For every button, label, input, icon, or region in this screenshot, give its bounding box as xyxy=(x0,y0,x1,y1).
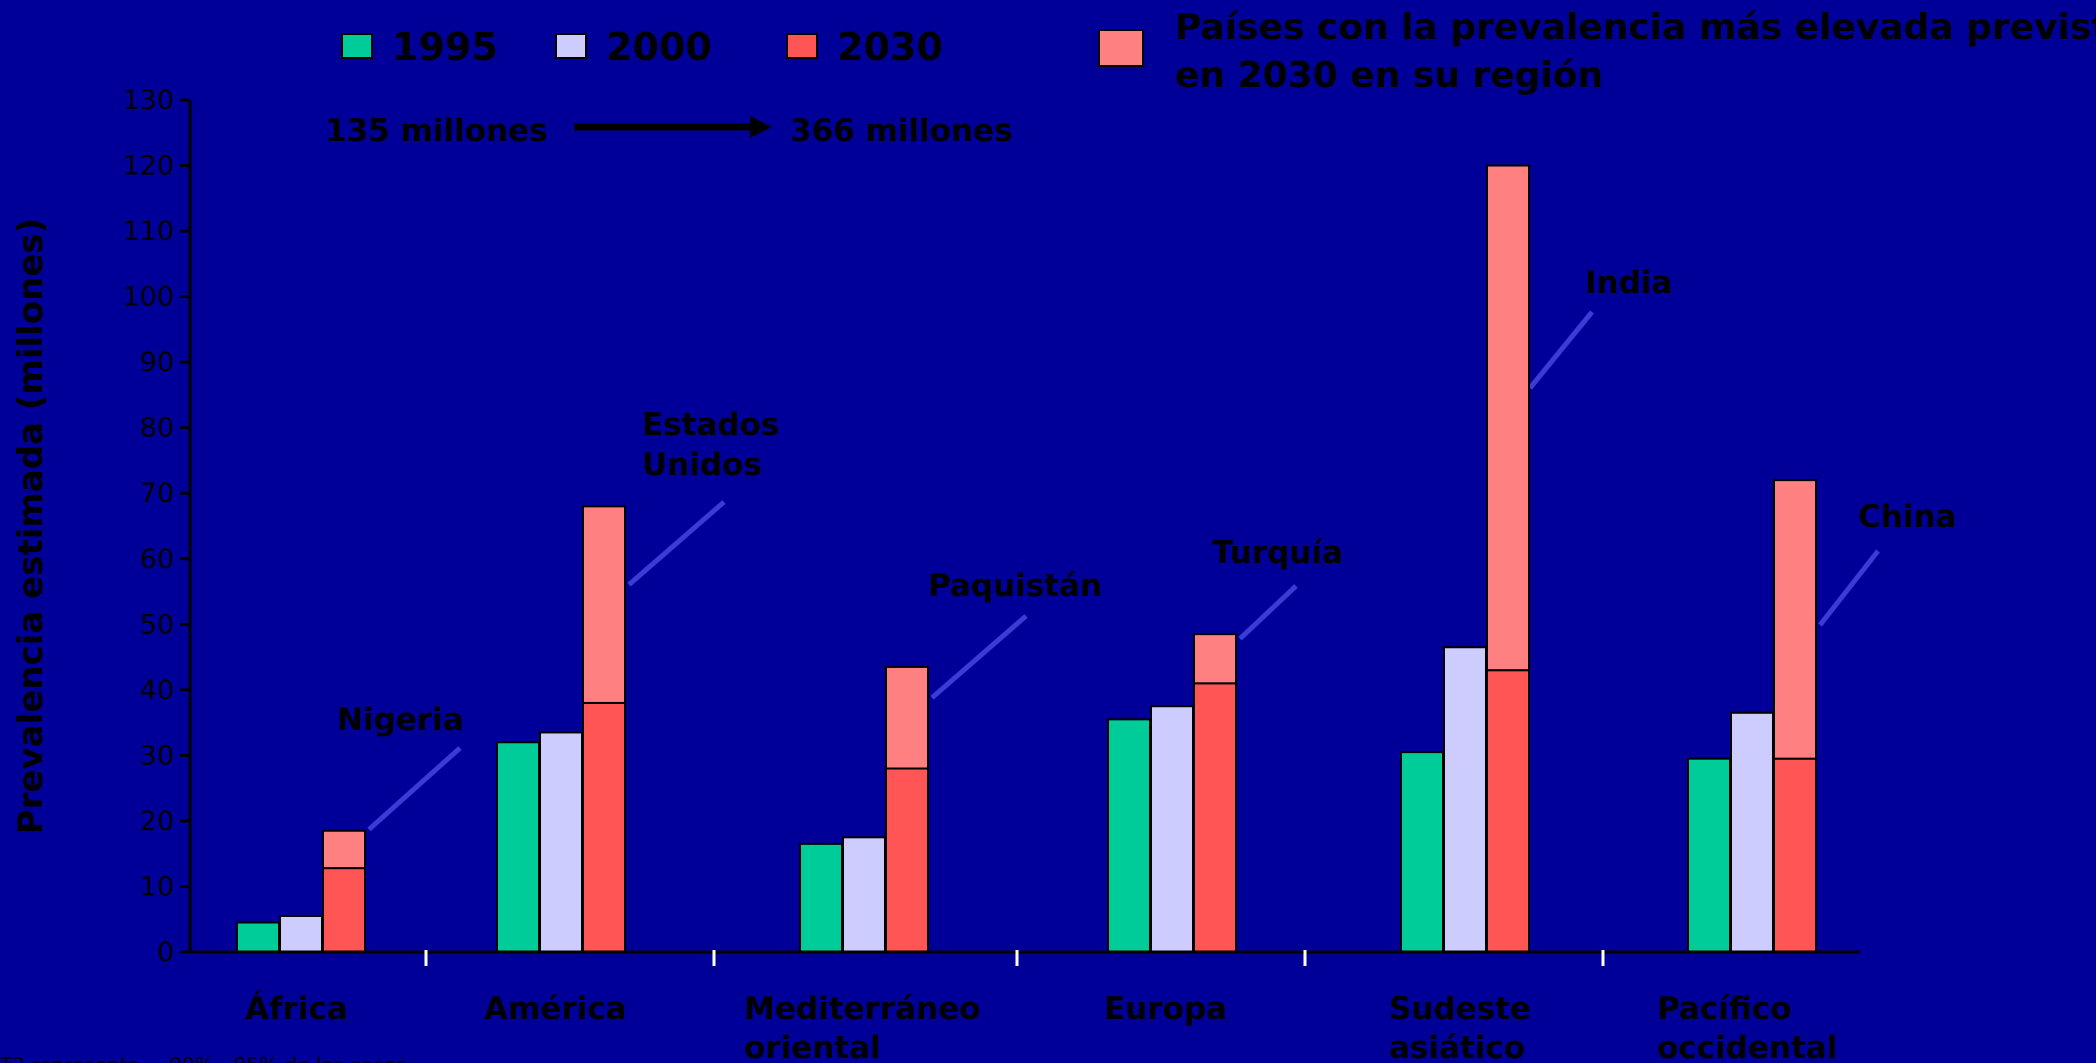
bars xyxy=(236,164,1817,954)
bar-2030 xyxy=(1486,669,1530,954)
legend: 1995 2000 2030 Países con la prevalencia má… xyxy=(341,7,2096,96)
y-tick-label: 60 xyxy=(140,544,174,575)
bar-1995 xyxy=(1400,751,1444,953)
bar-1995 xyxy=(799,842,843,953)
legend-label-highlight: en 2030 en su región xyxy=(1175,55,1603,96)
bar-2000 xyxy=(1150,705,1194,953)
legend-label-2030: 2030 xyxy=(837,25,943,69)
bar-highlight-country xyxy=(322,829,366,870)
bar-highlight-country xyxy=(1773,479,1817,760)
y-tick-label: 120 xyxy=(122,151,174,182)
leader-line xyxy=(1528,310,1594,390)
y-tick-label: 40 xyxy=(140,675,174,706)
x-category-label: Pacífico xyxy=(1657,991,1791,1027)
bar-2000 xyxy=(1443,646,1487,953)
x-category-label: occidental xyxy=(1657,1030,1837,1063)
legend-swatch-2000 xyxy=(555,33,587,59)
bar-2030 xyxy=(322,867,366,954)
y-tick-label: 0 xyxy=(157,937,174,968)
x-category-label: Mediterráneo xyxy=(744,991,980,1027)
annotation-from: 135 millones xyxy=(325,113,548,149)
country-label: Turquía xyxy=(1212,535,1343,571)
bar-2030 xyxy=(582,701,626,954)
footnote: T2 representa ~ 90% - 95% de los casos xyxy=(0,1053,407,1063)
x-category-label: Europa xyxy=(1104,991,1227,1027)
bar-1995 xyxy=(1687,757,1731,954)
leader-line xyxy=(367,746,462,832)
x-category-label: oriental xyxy=(744,1030,881,1063)
annotation-to: 366 millones xyxy=(790,113,1013,149)
x-category-label: África xyxy=(245,991,348,1027)
y-tick-label: 30 xyxy=(140,740,174,771)
country-label: Unidos xyxy=(642,447,762,483)
bar-2000 xyxy=(842,836,886,953)
bar-2030 xyxy=(885,767,929,953)
x-category-label: América xyxy=(484,991,627,1027)
bar-highlight-country xyxy=(885,665,929,770)
legend-swatch-highlight xyxy=(1098,29,1144,67)
y-tick-label: 70 xyxy=(140,478,174,509)
leader-line xyxy=(1818,549,1880,627)
bar-2030 xyxy=(1193,682,1237,953)
growth-annotation: 135 millones 366 millones xyxy=(325,113,1013,149)
bar-highlight-country xyxy=(582,505,626,704)
leader-line xyxy=(627,500,726,587)
country-label: Paquistán xyxy=(928,568,1102,604)
y-tick-label: 80 xyxy=(140,413,174,444)
y-tick-label: 50 xyxy=(140,609,174,640)
leader-lines xyxy=(367,310,1880,832)
y-tick-label: 10 xyxy=(140,871,174,902)
bar-2000 xyxy=(279,914,323,954)
bar-1995 xyxy=(1107,718,1151,953)
bar-1995 xyxy=(496,741,540,953)
country-labels: Nigeria Estados Unidos Paquistán Turquía Indi… xyxy=(337,265,1956,738)
legend-label-highlight: Países con la prevalencia más elevada pr… xyxy=(1175,7,2096,48)
bar-highlight-country xyxy=(1486,164,1530,672)
country-label: China xyxy=(1858,499,1956,535)
legend-label-1995: 1995 xyxy=(392,25,498,69)
legend-swatch-2030 xyxy=(786,33,818,59)
y-tick-label: 90 xyxy=(140,347,174,378)
leader-line xyxy=(1238,584,1298,641)
x-category-label: asiático xyxy=(1389,1030,1525,1063)
country-label: Nigeria xyxy=(337,702,464,738)
bar-1995 xyxy=(236,921,280,953)
country-label: Estados xyxy=(642,407,779,443)
bar-2030 xyxy=(1773,757,1817,954)
x-category-label: Sudeste xyxy=(1389,991,1531,1027)
legend-label-2000: 2000 xyxy=(606,25,712,69)
legend-swatch-1995 xyxy=(341,33,373,59)
bar-2000 xyxy=(539,731,583,954)
y-axis-title: Prevalencia estimada (millones) xyxy=(11,218,51,834)
y-tick-label: 130 xyxy=(122,85,174,116)
leader-line xyxy=(930,614,1028,700)
bar-highlight-country xyxy=(1193,633,1237,685)
y-tick-label: 110 xyxy=(122,216,174,247)
bar-2000 xyxy=(1730,711,1774,953)
country-label: India xyxy=(1585,265,1672,301)
annotation-arrow-head xyxy=(750,116,772,138)
y-tick-label: 20 xyxy=(140,806,174,837)
y-axis: 0 10 20 30 40 50 60 70 80 90 100 110 120 130 Prevalenc… xyxy=(11,85,192,968)
y-tick-label: 100 xyxy=(122,282,174,313)
